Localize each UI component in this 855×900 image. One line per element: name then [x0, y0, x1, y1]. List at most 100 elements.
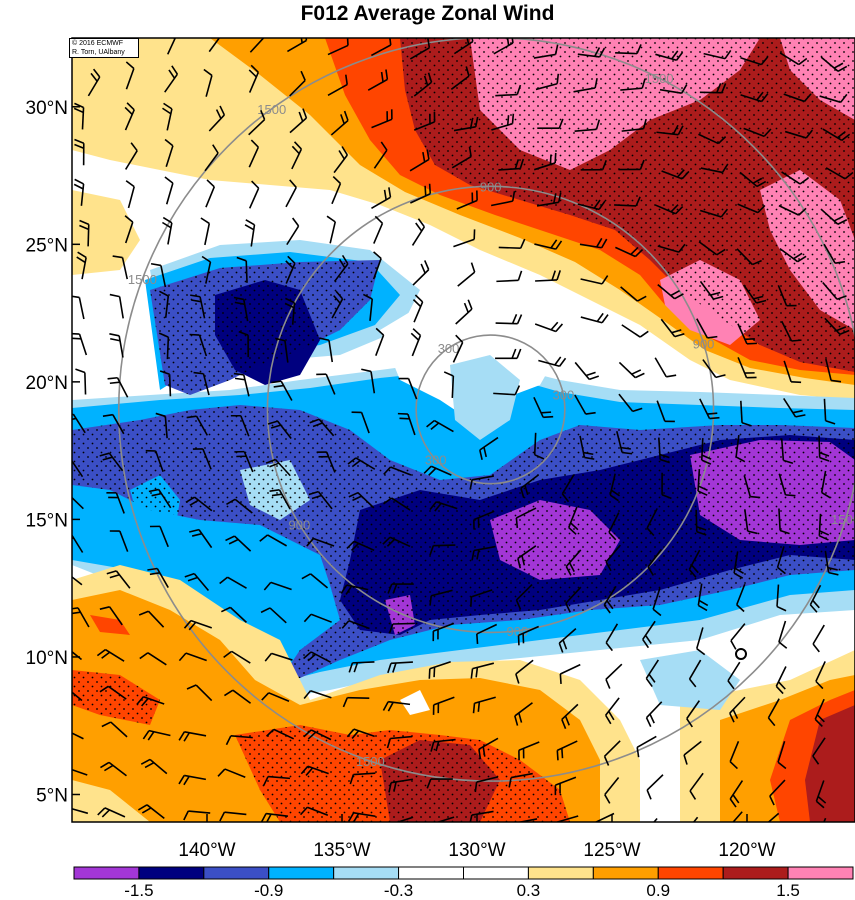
wind-barb [223, 650, 251, 664]
wind-barb [661, 169, 690, 180]
wind-barb [262, 775, 291, 786]
wind-barb [579, 435, 595, 460]
wind-barb [780, 438, 794, 465]
ring-label: 900 [289, 517, 311, 532]
wind-barb [106, 491, 125, 514]
wind-barb [162, 102, 173, 131]
wind-barb [729, 696, 746, 723]
wind-barb [383, 466, 412, 476]
wind-barb [735, 434, 746, 463]
colorbar-swatch [527, 866, 594, 880]
wind-barb [382, 700, 411, 712]
wind-barb [347, 811, 376, 822]
wind-barb [388, 778, 413, 793]
wind-barb [580, 275, 609, 285]
wind-barb [568, 506, 579, 535]
wind-barb [469, 810, 494, 822]
wind-barb [398, 377, 418, 400]
wind-barb [395, 816, 414, 822]
wind-barb [309, 418, 335, 437]
wind-barb [515, 583, 533, 610]
wind-barb [818, 435, 830, 462]
wind-barb [443, 371, 455, 398]
wind-barb [453, 229, 476, 248]
wind-barb [657, 243, 686, 253]
colorbar-swatch [463, 866, 529, 880]
wind-barb [267, 420, 292, 440]
wind-barb [495, 314, 523, 325]
wind-barb [263, 581, 292, 591]
wind-barb [730, 623, 746, 650]
wind-barb [699, 398, 720, 420]
wind-barb [514, 702, 533, 726]
wind-barb [777, 740, 787, 770]
wind-barb [109, 333, 124, 358]
wind-barb [289, 70, 306, 97]
wind-barb [781, 320, 802, 342]
wind-barb [387, 583, 414, 594]
wind-barb [490, 191, 516, 207]
wind-barb [426, 419, 454, 433]
wind-barb [517, 545, 537, 569]
wind-barb [740, 91, 769, 103]
wind-barb [248, 64, 260, 93]
wind-barb [740, 400, 752, 427]
wind-barb [620, 78, 646, 91]
wind-barb [647, 548, 663, 576]
lat-label: 15°N [26, 510, 68, 531]
wind-barb [248, 180, 260, 209]
wind-barb [457, 262, 476, 287]
wind-barb [137, 804, 165, 820]
positive-south-region [72, 565, 855, 822]
wind-barb [346, 540, 375, 552]
wind-barb [559, 663, 581, 684]
wind-barb [580, 160, 607, 171]
lon-label: 120°W [718, 840, 775, 861]
wind-barb [743, 284, 767, 304]
wind-barb [689, 772, 704, 800]
wind-barb [101, 721, 128, 738]
wind-barb [561, 703, 579, 730]
wind-barb [136, 696, 165, 707]
wind-barb [74, 138, 85, 166]
colorbar-swatch [333, 866, 400, 880]
colorbar-label: 0.3 [517, 881, 541, 900]
wind-barb [387, 661, 413, 674]
wind-barb [579, 237, 608, 249]
wind-barb [371, 187, 392, 210]
wind-barb [700, 438, 712, 465]
wind-barb [97, 807, 126, 818]
wind-barb [636, 735, 657, 758]
wind-barb [699, 83, 727, 94]
wind-barb [727, 661, 741, 690]
wind-barb [159, 290, 170, 318]
wind-barb [124, 215, 134, 244]
wind-barb [183, 810, 211, 821]
wind-barb [565, 549, 582, 576]
wind-barb [409, 183, 432, 204]
wind-barb [219, 576, 247, 589]
colorbar-swatch [592, 866, 659, 880]
wind-barb [109, 293, 124, 319]
lat-label: 25°N [26, 235, 68, 256]
wind-barb [72, 332, 88, 356]
wind-barb [618, 361, 645, 379]
wind-barb [642, 620, 656, 649]
wind-barb [284, 297, 296, 325]
colorbar: -1.5 -0.9 -0.3 0.3 0.9 1.5 [73, 866, 854, 900]
wind-barb [333, 146, 349, 174]
wind-barb [778, 204, 807, 216]
colorbar-swatch [657, 866, 724, 880]
wind-barb [815, 780, 827, 809]
range-rings: 300 300 300 900 900 900 900 1500 1500 1500 1500 150… [118, 38, 855, 782]
colorbar-swatch [787, 866, 854, 880]
wind-barb [382, 536, 411, 548]
wind-barb [702, 359, 726, 379]
wind-barb [814, 698, 825, 727]
wind-barb [692, 816, 699, 822]
wind-barb [161, 216, 173, 245]
wind-barb [565, 586, 582, 613]
wind-barb [825, 358, 842, 383]
wind-barb [536, 192, 562, 207]
wind-barb [820, 208, 848, 225]
